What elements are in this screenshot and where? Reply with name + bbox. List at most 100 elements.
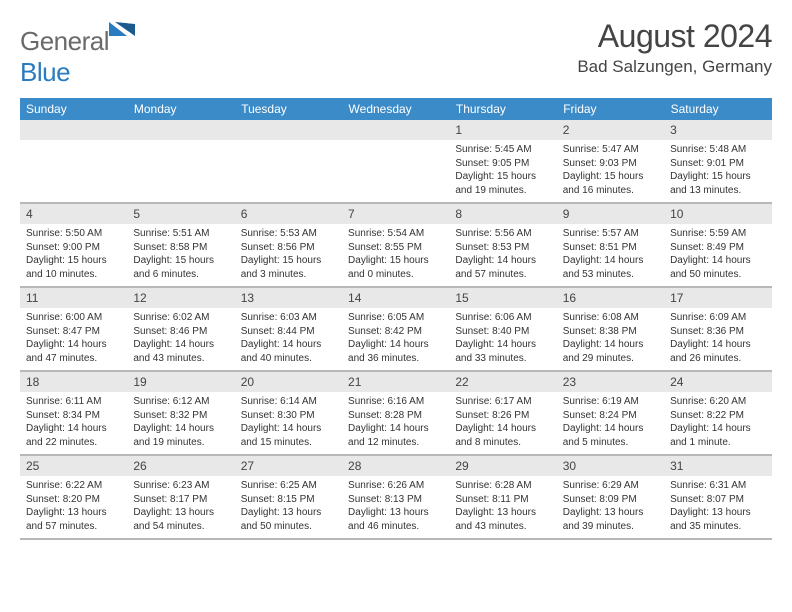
day-number: 14 <box>342 288 449 308</box>
day-number: 19 <box>127 372 234 392</box>
day-number: 24 <box>664 372 771 392</box>
daylight-text: Daylight: 14 hours and 1 minute. <box>670 422 765 449</box>
day-data <box>342 140 449 198</box>
day-data <box>235 140 342 198</box>
sunrise-text: Sunrise: 6:02 AM <box>133 311 228 325</box>
calendar-day-cell: 22Sunrise: 6:17 AMSunset: 8:26 PMDayligh… <box>449 371 556 455</box>
day-number <box>235 120 342 140</box>
weekday-header-row: SundayMondayTuesdayWednesdayThursdayFrid… <box>20 98 772 120</box>
daylight-text: Daylight: 13 hours and 46 minutes. <box>348 506 443 533</box>
day-data: Sunrise: 5:59 AMSunset: 8:49 PMDaylight:… <box>664 224 771 286</box>
sunrise-text: Sunrise: 5:53 AM <box>241 227 336 241</box>
daylight-text: Daylight: 14 hours and 40 minutes. <box>241 338 336 365</box>
sunrise-text: Sunrise: 5:57 AM <box>563 227 658 241</box>
day-number: 6 <box>235 204 342 224</box>
daylight-text: Daylight: 14 hours and 43 minutes. <box>133 338 228 365</box>
day-data: Sunrise: 6:31 AMSunset: 8:07 PMDaylight:… <box>664 476 771 538</box>
daylight-text: Daylight: 15 hours and 3 minutes. <box>241 254 336 281</box>
sunrise-text: Sunrise: 6:11 AM <box>26 395 121 409</box>
daylight-text: Daylight: 14 hours and 19 minutes. <box>133 422 228 449</box>
sunrise-text: Sunrise: 5:59 AM <box>670 227 765 241</box>
day-number: 31 <box>664 456 771 476</box>
daylight-text: Daylight: 13 hours and 35 minutes. <box>670 506 765 533</box>
calendar-day-cell: 14Sunrise: 6:05 AMSunset: 8:42 PMDayligh… <box>342 287 449 371</box>
day-data: Sunrise: 6:08 AMSunset: 8:38 PMDaylight:… <box>557 308 664 370</box>
weekday-header: Tuesday <box>235 98 342 120</box>
sunset-text: Sunset: 8:40 PM <box>455 325 550 339</box>
calendar-day-cell: 13Sunrise: 6:03 AMSunset: 8:44 PMDayligh… <box>235 287 342 371</box>
day-data: Sunrise: 6:28 AMSunset: 8:11 PMDaylight:… <box>449 476 556 538</box>
sunrise-text: Sunrise: 6:03 AM <box>241 311 336 325</box>
calendar-day-cell: 3Sunrise: 5:48 AMSunset: 9:01 PMDaylight… <box>664 120 771 203</box>
page-title: August 2024 <box>577 18 772 55</box>
daylight-text: Daylight: 13 hours and 50 minutes. <box>241 506 336 533</box>
calendar-week-row: 1Sunrise: 5:45 AMSunset: 9:05 PMDaylight… <box>20 120 772 203</box>
day-data: Sunrise: 6:29 AMSunset: 8:09 PMDaylight:… <box>557 476 664 538</box>
sunset-text: Sunset: 8:28 PM <box>348 409 443 423</box>
calendar-day-cell <box>20 120 127 203</box>
day-number: 21 <box>342 372 449 392</box>
calendar-day-cell: 10Sunrise: 5:59 AMSunset: 8:49 PMDayligh… <box>664 203 771 287</box>
calendar-day-cell: 1Sunrise: 5:45 AMSunset: 9:05 PMDaylight… <box>449 120 556 203</box>
calendar-day-cell: 17Sunrise: 6:09 AMSunset: 8:36 PMDayligh… <box>664 287 771 371</box>
calendar-day-cell: 31Sunrise: 6:31 AMSunset: 8:07 PMDayligh… <box>664 455 771 539</box>
day-data <box>20 140 127 198</box>
daylight-text: Daylight: 13 hours and 54 minutes. <box>133 506 228 533</box>
day-data: Sunrise: 6:16 AMSunset: 8:28 PMDaylight:… <box>342 392 449 454</box>
calendar-week-row: 11Sunrise: 6:00 AMSunset: 8:47 PMDayligh… <box>20 287 772 371</box>
daylight-text: Daylight: 14 hours and 50 minutes. <box>670 254 765 281</box>
day-number: 13 <box>235 288 342 308</box>
daylight-text: Daylight: 15 hours and 0 minutes. <box>348 254 443 281</box>
day-data: Sunrise: 5:51 AMSunset: 8:58 PMDaylight:… <box>127 224 234 286</box>
sunrise-text: Sunrise: 6:23 AM <box>133 479 228 493</box>
daylight-text: Daylight: 14 hours and 57 minutes. <box>455 254 550 281</box>
sunrise-text: Sunrise: 6:09 AM <box>670 311 765 325</box>
calendar-day-cell: 21Sunrise: 6:16 AMSunset: 8:28 PMDayligh… <box>342 371 449 455</box>
daylight-text: Daylight: 14 hours and 47 minutes. <box>26 338 121 365</box>
logo-flag-icon <box>109 18 135 38</box>
logo: General Blue <box>20 26 135 88</box>
calendar-day-cell <box>235 120 342 203</box>
sunset-text: Sunset: 8:30 PM <box>241 409 336 423</box>
calendar-day-cell: 23Sunrise: 6:19 AMSunset: 8:24 PMDayligh… <box>557 371 664 455</box>
day-data: Sunrise: 5:47 AMSunset: 9:03 PMDaylight:… <box>557 140 664 202</box>
day-data: Sunrise: 5:50 AMSunset: 9:00 PMDaylight:… <box>20 224 127 286</box>
calendar-day-cell: 25Sunrise: 6:22 AMSunset: 8:20 PMDayligh… <box>20 455 127 539</box>
day-number: 8 <box>449 204 556 224</box>
sunset-text: Sunset: 8:34 PM <box>26 409 121 423</box>
day-number: 26 <box>127 456 234 476</box>
daylight-text: Daylight: 15 hours and 16 minutes. <box>563 170 658 197</box>
sunset-text: Sunset: 8:20 PM <box>26 493 121 507</box>
daylight-text: Daylight: 15 hours and 19 minutes. <box>455 170 550 197</box>
sunrise-text: Sunrise: 6:16 AM <box>348 395 443 409</box>
day-data: Sunrise: 6:09 AMSunset: 8:36 PMDaylight:… <box>664 308 771 370</box>
sunset-text: Sunset: 8:47 PM <box>26 325 121 339</box>
sunset-text: Sunset: 8:17 PM <box>133 493 228 507</box>
day-number: 9 <box>557 204 664 224</box>
daylight-text: Daylight: 14 hours and 8 minutes. <box>455 422 550 449</box>
calendar-day-cell: 7Sunrise: 5:54 AMSunset: 8:55 PMDaylight… <box>342 203 449 287</box>
sunrise-text: Sunrise: 5:50 AM <box>26 227 121 241</box>
sunset-text: Sunset: 8:11 PM <box>455 493 550 507</box>
day-data: Sunrise: 6:02 AMSunset: 8:46 PMDaylight:… <box>127 308 234 370</box>
calendar-day-cell: 12Sunrise: 6:02 AMSunset: 8:46 PMDayligh… <box>127 287 234 371</box>
day-data <box>127 140 234 198</box>
sunrise-text: Sunrise: 5:51 AM <box>133 227 228 241</box>
sunset-text: Sunset: 8:13 PM <box>348 493 443 507</box>
daylight-text: Daylight: 13 hours and 57 minutes. <box>26 506 121 533</box>
sunset-text: Sunset: 8:15 PM <box>241 493 336 507</box>
day-number: 11 <box>20 288 127 308</box>
daylight-text: Daylight: 15 hours and 10 minutes. <box>26 254 121 281</box>
day-number: 17 <box>664 288 771 308</box>
sunset-text: Sunset: 8:26 PM <box>455 409 550 423</box>
sunset-text: Sunset: 9:01 PM <box>670 157 765 171</box>
day-data: Sunrise: 5:45 AMSunset: 9:05 PMDaylight:… <box>449 140 556 202</box>
calendar-day-cell: 2Sunrise: 5:47 AMSunset: 9:03 PMDaylight… <box>557 120 664 203</box>
calendar-day-cell: 5Sunrise: 5:51 AMSunset: 8:58 PMDaylight… <box>127 203 234 287</box>
sunset-text: Sunset: 9:00 PM <box>26 241 121 255</box>
logo-text-1: General <box>20 26 109 56</box>
page-subtitle: Bad Salzungen, Germany <box>577 57 772 77</box>
sunrise-text: Sunrise: 6:00 AM <box>26 311 121 325</box>
day-number: 7 <box>342 204 449 224</box>
sunset-text: Sunset: 8:53 PM <box>455 241 550 255</box>
